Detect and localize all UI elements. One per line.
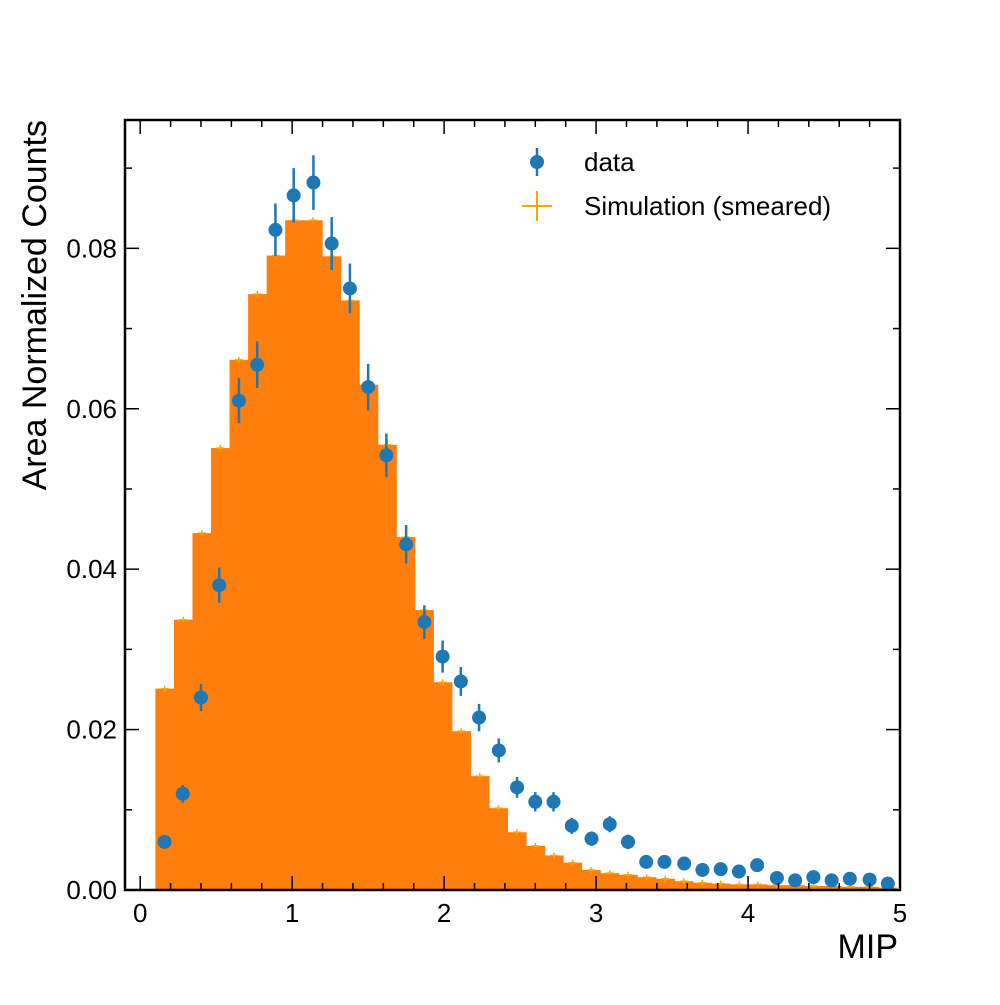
data-point bbox=[546, 794, 561, 809]
histogram-bar bbox=[618, 874, 638, 890]
data-point bbox=[212, 578, 227, 593]
histogram-bar bbox=[229, 359, 249, 890]
histogram-bar bbox=[693, 882, 712, 890]
histogram-bar bbox=[340, 300, 360, 891]
histogram-bar bbox=[211, 448, 230, 890]
data-point bbox=[361, 380, 376, 395]
histogram-bars bbox=[155, 220, 898, 891]
data-point bbox=[417, 615, 432, 630]
y-tick-label: 0.08 bbox=[66, 233, 117, 263]
histogram-bar bbox=[266, 255, 286, 891]
x-tick-label: 4 bbox=[741, 898, 755, 928]
data-point bbox=[157, 834, 172, 849]
data-point bbox=[731, 864, 746, 879]
histogram-bar bbox=[470, 776, 490, 890]
data-point bbox=[510, 780, 525, 795]
y-axis-label: Area Normalized Counts bbox=[16, 120, 54, 490]
histogram-bar bbox=[563, 862, 583, 890]
histogram-bar bbox=[359, 384, 379, 890]
data-point bbox=[286, 188, 301, 203]
data-point bbox=[862, 872, 877, 887]
y-tick-label: 0.00 bbox=[66, 875, 117, 905]
histogram-bar bbox=[489, 808, 509, 890]
data-point bbox=[713, 862, 728, 877]
histogram-bar bbox=[711, 883, 731, 890]
histogram-bar bbox=[637, 877, 657, 890]
data-point bbox=[472, 710, 487, 725]
data-point bbox=[602, 817, 617, 832]
histogram-bar bbox=[507, 832, 527, 890]
data-point bbox=[806, 870, 821, 885]
data-point bbox=[435, 649, 450, 664]
histogram-bar bbox=[414, 610, 434, 890]
data-point bbox=[379, 448, 394, 463]
axis-tick-labels: 0 1 2 3 4 5 0.00 0.02 0.04 0.06 0.08 bbox=[66, 233, 907, 928]
data-point bbox=[584, 831, 599, 846]
data-point bbox=[453, 674, 468, 689]
data-point bbox=[399, 537, 414, 552]
data-point bbox=[268, 222, 283, 237]
histogram-bar bbox=[322, 256, 342, 891]
histogram-bar bbox=[396, 537, 416, 890]
histogram-bar bbox=[248, 294, 268, 890]
data-point bbox=[842, 871, 857, 886]
histogram-bar bbox=[285, 220, 305, 890]
data-point bbox=[193, 690, 208, 705]
histogram-bar bbox=[674, 881, 694, 890]
x-tick-label: 2 bbox=[437, 898, 451, 928]
histogram-bar bbox=[452, 731, 471, 890]
data-point bbox=[750, 858, 765, 873]
data-point bbox=[639, 854, 654, 869]
data-point bbox=[695, 862, 710, 877]
histogram-bar bbox=[544, 855, 564, 890]
data-point bbox=[788, 873, 803, 888]
x-tick-label: 0 bbox=[133, 898, 147, 928]
data-point bbox=[342, 281, 357, 296]
data-point bbox=[824, 873, 839, 888]
data-point bbox=[880, 876, 895, 891]
data-point bbox=[564, 818, 579, 833]
data-point bbox=[657, 854, 672, 869]
histogram-bar bbox=[655, 878, 675, 890]
legend-entry-simulation: Simulation (smeared) bbox=[522, 191, 831, 221]
histogram-bar bbox=[155, 688, 175, 890]
data-points bbox=[157, 155, 895, 891]
histogram-bar bbox=[192, 533, 212, 890]
data-point bbox=[231, 393, 246, 408]
y-tick-label: 0.02 bbox=[66, 715, 117, 745]
legend-data-label: data bbox=[584, 147, 635, 177]
data-point bbox=[677, 856, 692, 871]
legend-entry-data: data bbox=[530, 147, 635, 177]
data-point bbox=[528, 794, 543, 809]
legend: data Simulation (smeared) bbox=[522, 147, 831, 221]
histogram-bar bbox=[303, 220, 323, 890]
x-tick-label: 3 bbox=[589, 898, 603, 928]
data-point bbox=[769, 870, 784, 885]
legend-data-marker bbox=[530, 155, 544, 169]
histogram-bar bbox=[173, 619, 193, 890]
histogram-bar bbox=[377, 444, 397, 890]
data-point bbox=[250, 357, 265, 372]
data-point bbox=[324, 236, 339, 251]
data-point bbox=[175, 786, 190, 801]
histogram-bar bbox=[581, 869, 601, 890]
histogram-bar bbox=[526, 845, 546, 890]
plot-frame bbox=[123, 118, 902, 892]
data-point bbox=[306, 175, 321, 190]
histogram-bar bbox=[433, 682, 453, 890]
x-axis-label: MIP bbox=[838, 928, 898, 966]
legend-simulation-label: Simulation (smeared) bbox=[584, 191, 831, 221]
x-tick-label: 1 bbox=[285, 898, 299, 928]
histogram-bar bbox=[600, 873, 620, 890]
y-tick-label: 0.04 bbox=[66, 554, 117, 584]
data-point bbox=[491, 743, 506, 758]
data-point bbox=[620, 834, 635, 849]
y-tick-label: 0.06 bbox=[66, 394, 117, 424]
x-tick-label: 5 bbox=[893, 898, 907, 928]
